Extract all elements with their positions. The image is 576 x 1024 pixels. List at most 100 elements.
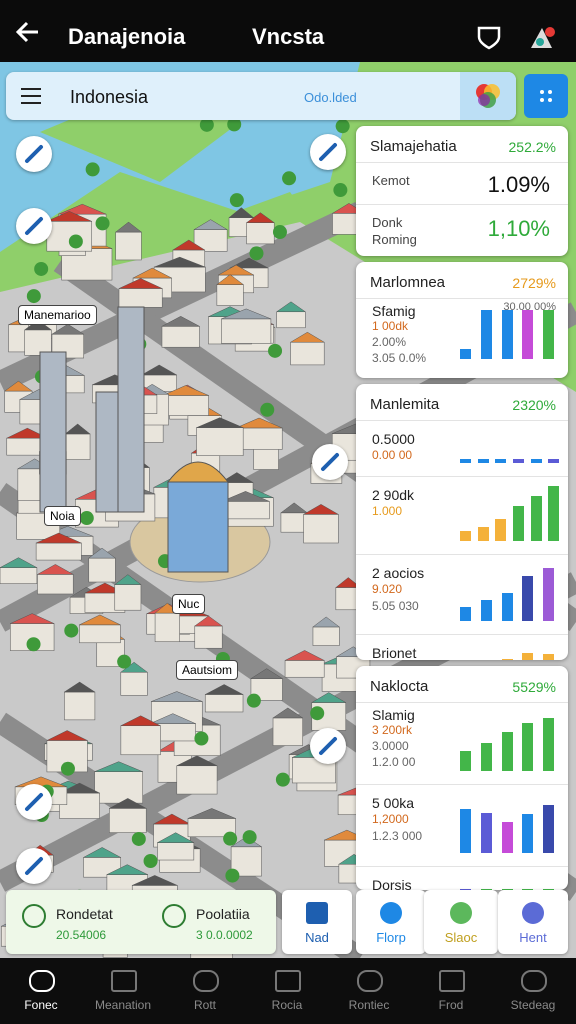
- roof: [153, 813, 191, 825]
- section-line: 2 aocios: [372, 565, 425, 581]
- layers-button[interactable]: [460, 72, 516, 120]
- map-button[interactable]: [310, 728, 346, 764]
- action-label: Slaoc: [444, 930, 478, 945]
- roof: [245, 212, 275, 223]
- bar: [501, 822, 513, 853]
- map-button[interactable]: [310, 134, 346, 170]
- section-line: 1.2.0 00: [372, 755, 416, 769]
- nav-icon: [275, 970, 301, 992]
- roof: [114, 221, 143, 233]
- app-subtitle: Vncsta: [252, 24, 325, 49]
- map-button-icon: [25, 217, 43, 235]
- action-button[interactable]: Slaoc: [424, 890, 498, 954]
- roof: [193, 615, 223, 627]
- action-button[interactable]: Florp: [356, 890, 426, 954]
- tree: [229, 193, 244, 208]
- stat-card[interactable]: Manlemita 2320% 0.5000 0.00 00 2 90dk 1.000 2 …: [356, 384, 568, 660]
- roof: [217, 264, 255, 276]
- section-line: 1 00dk: [372, 319, 409, 333]
- map-label[interactable]: Nuc: [172, 594, 206, 614]
- stat-label: Poolatiia: [196, 906, 250, 922]
- nav-label: Fonec: [24, 998, 58, 1012]
- stat-value: 3 0.0.0002: [196, 928, 253, 942]
- tree: [26, 637, 41, 652]
- card-section: 2 90dk 1.000: [356, 476, 568, 555]
- tree: [79, 511, 94, 526]
- section-line: 3.05 0.0%: [372, 351, 427, 365]
- action-button[interactable]: Nad: [282, 890, 352, 954]
- bar: [513, 459, 524, 463]
- big-value: 1,10%: [487, 216, 550, 241]
- card-section: Sfamig 1 00dk 2.00% 3.05 0.0% 30.00 00%: [356, 298, 568, 373]
- side-value: 30.00 00%: [503, 301, 556, 313]
- stat-card[interactable]: Slamajehatia 252.2% Kemot 1.09% Donk Roming 1,…: [356, 126, 568, 256]
- tree: [131, 831, 146, 846]
- building: [216, 284, 244, 306]
- tree: [199, 117, 214, 132]
- nav-label: Stedeag: [510, 998, 556, 1012]
- bar: [480, 310, 492, 359]
- roof: [106, 864, 148, 875]
- bar: [480, 599, 492, 621]
- tree: [310, 706, 325, 721]
- roof: [176, 755, 218, 766]
- search-bar[interactable]: Indonesia Odo.lded: [6, 72, 516, 120]
- building: [221, 318, 272, 344]
- nav-label: Rocia: [271, 998, 303, 1012]
- back-button[interactable]: [14, 18, 42, 46]
- nav-icon: [439, 970, 465, 992]
- roof: [10, 613, 55, 624]
- section-line: 5.05 030: [372, 599, 419, 613]
- card-section: 5 00ka 1,2000 1.2.3 000: [356, 784, 568, 867]
- map-label[interactable]: Noia: [44, 506, 81, 526]
- bar: [522, 723, 534, 771]
- bar: [477, 459, 489, 463]
- menu-icon[interactable]: [20, 86, 42, 106]
- roof: [132, 875, 178, 886]
- roof: [83, 847, 121, 858]
- building: [246, 222, 275, 245]
- bar: [513, 506, 524, 541]
- map-button[interactable]: [312, 444, 348, 480]
- roof: [312, 616, 341, 628]
- roof: [196, 417, 244, 428]
- profile-button[interactable]: [528, 24, 558, 54]
- card-change: 5529%: [512, 679, 556, 695]
- building: [284, 660, 325, 678]
- bar: [530, 459, 542, 463]
- roof: [172, 239, 206, 251]
- search-text: Indonesia: [70, 87, 149, 107]
- stat-card[interactable]: Naklocta 5529% Slamig 3 200rk 3.0000 1.2.0 00…: [356, 666, 568, 890]
- dome: [166, 461, 230, 483]
- roof: [51, 323, 85, 335]
- map-button[interactable]: [16, 136, 52, 172]
- bar: [501, 731, 513, 771]
- map-label[interactable]: Aautsiom: [176, 660, 239, 680]
- stat-card[interactable]: Marlomnea 2729% Sfamig 1 00dk 2.00% 3.05 0.0%…: [356, 262, 568, 378]
- roof: [132, 267, 172, 279]
- building: [272, 717, 303, 746]
- action-button[interactable]: Hent: [498, 890, 568, 954]
- action-icon: [380, 902, 402, 924]
- map-label[interactable]: Manemarioo: [18, 305, 97, 325]
- building: [290, 341, 325, 366]
- building: [176, 765, 218, 795]
- map-button[interactable]: [16, 208, 52, 244]
- building: [79, 624, 121, 644]
- tree: [34, 261, 49, 276]
- section-line: 5 00ka: [372, 795, 415, 811]
- map-button[interactable]: [16, 848, 52, 884]
- nav-icon: [111, 970, 137, 992]
- shield-button[interactable]: [476, 24, 504, 52]
- stat-value: 20.54006: [56, 928, 107, 942]
- roof: [151, 691, 203, 702]
- search-hint: Odo.lded: [304, 90, 357, 105]
- tree: [143, 854, 158, 869]
- map-button-icon: [25, 793, 43, 811]
- section-line: 1,2000: [372, 812, 409, 826]
- building: [196, 427, 244, 456]
- bar: [501, 310, 513, 359]
- bar: [522, 576, 534, 621]
- map-button[interactable]: [16, 784, 52, 820]
- grid-button[interactable]: [524, 74, 568, 118]
